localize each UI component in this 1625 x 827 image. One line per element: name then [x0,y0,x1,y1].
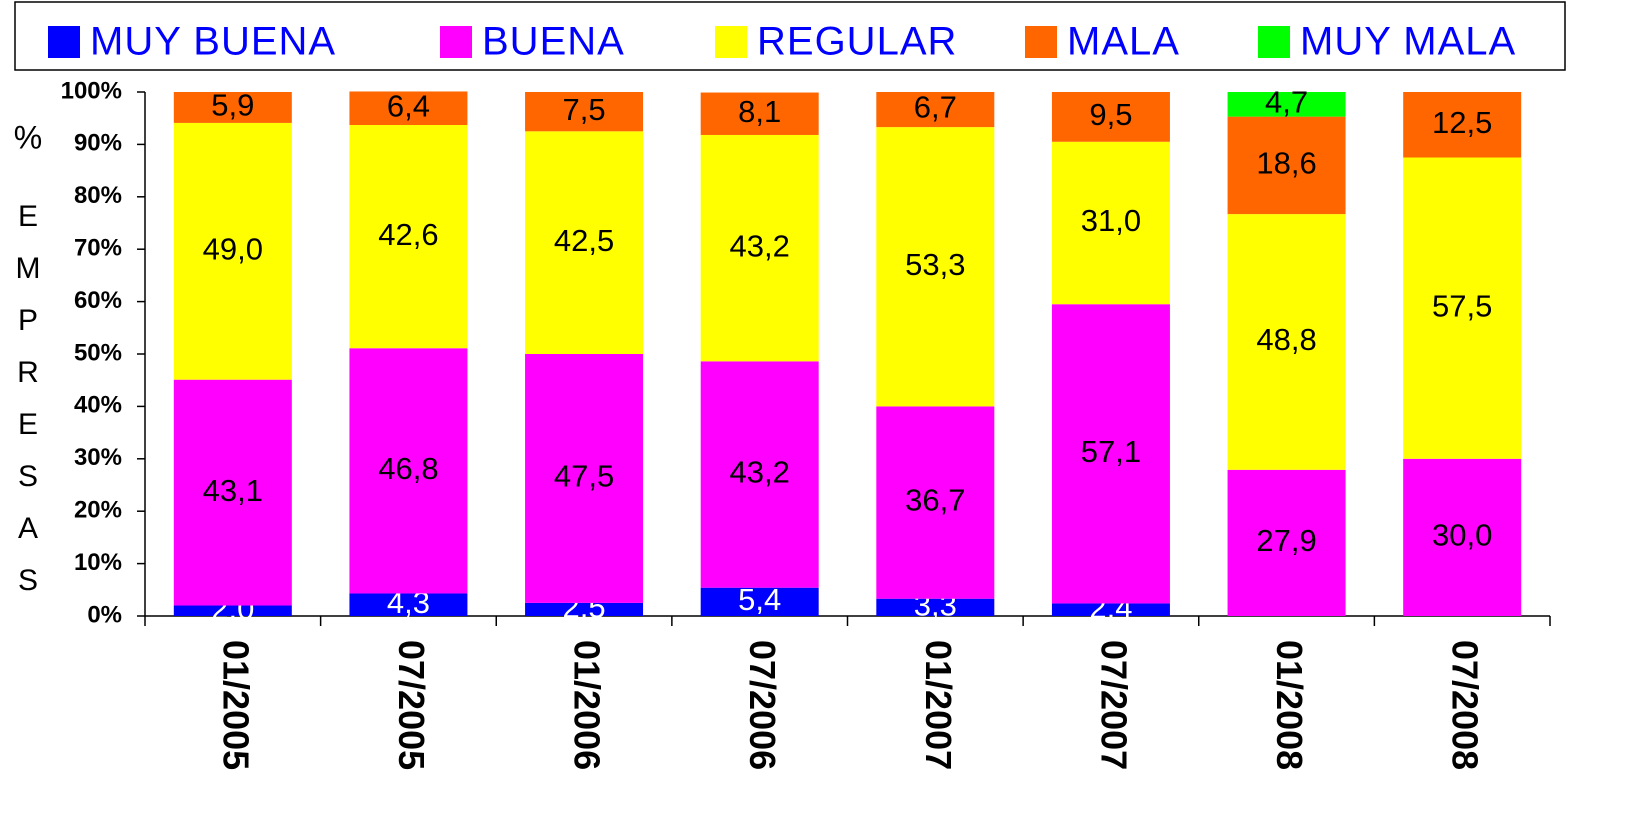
bar-segment [876,127,995,407]
data-label: 43,2 [730,228,790,263]
legend-box [14,1,1566,71]
bar-segment [1403,157,1522,459]
data-label: 6,4 [387,88,430,123]
bar-segment [700,361,819,588]
bar-segment [525,131,644,354]
data-label: 42,5 [554,223,614,258]
data-label: 57,5 [1432,288,1492,323]
legend-swatch [1025,26,1057,58]
bar-segment [700,587,819,616]
legend-swatch [48,26,80,58]
x-tick-label: 07/2007 [1093,640,1134,770]
data-label: 48,8 [1256,322,1316,357]
data-label: 12,5 [1432,105,1492,140]
data-label: 5,4 [738,582,781,617]
bar-segment [173,92,292,123]
data-label: 6,7 [914,90,957,125]
bar-segment [1051,304,1170,604]
bar-segment [1403,92,1522,158]
data-label: 57,1 [1081,434,1141,469]
legend-label: REGULAR [757,20,957,64]
data-label: 31,0 [1081,203,1141,238]
bar-segment [349,91,468,126]
data-label: 49,0 [203,231,263,266]
data-label: 5,9 [211,88,254,123]
bar-segment [876,598,995,616]
data-label: 36,7 [905,483,965,518]
bar-segment [1227,469,1346,616]
bar-segment [525,92,644,132]
bar-segment [173,122,292,380]
x-tick-label: 01/2006 [567,640,608,770]
y-tick-label: 50% [74,339,122,366]
data-label: 7,5 [563,92,606,127]
legend-label: MUY MALA [1300,20,1516,64]
bar-segment [173,605,292,616]
data-label: 18,6 [1256,146,1316,181]
data-label: 30,0 [1432,518,1492,553]
y-tick-label: 90% [74,130,122,157]
bar-segment [1227,116,1346,215]
data-label: 9,5 [1089,97,1132,132]
bar-segment [173,379,292,606]
bar-segment [700,134,819,362]
bar-segment [1051,92,1170,142]
bar-segment [525,602,644,616]
bar-segment [349,125,468,349]
bar-segment [1051,141,1170,305]
bar-segment [349,348,468,594]
bar-segment [876,92,995,128]
data-label: 42,6 [378,217,438,252]
data-label: 27,9 [1256,523,1316,558]
data-label: 43,2 [730,455,790,490]
bar-segment [1227,214,1346,470]
y-tick-label: 70% [74,235,122,262]
bar-segment [525,354,644,603]
y-tick-label: 30% [74,444,122,471]
legend-label: MUY BUENA [90,20,336,64]
legend-swatch [715,26,747,58]
x-tick-label: 07/2005 [391,640,432,770]
x-tick-label: 01/2005 [215,640,256,770]
data-label: 4,7 [1265,85,1308,120]
x-tick-label: 01/2007 [918,640,959,770]
x-tick-label: 07/2006 [742,640,783,770]
y-tick-label: 40% [74,392,122,419]
legend-label: BUENA [482,20,625,64]
data-label: 47,5 [554,459,614,494]
y-tick-label: 0% [87,601,122,628]
data-label: 43,1 [203,473,263,508]
data-label: 53,3 [905,247,965,282]
y-tick-label: 100% [61,77,122,104]
legend-swatch [440,26,472,58]
data-label: 46,8 [378,451,438,486]
y-axis-unit: % [14,119,42,155]
y-tick-label: 60% [74,287,122,314]
y-tick-label: 80% [74,182,122,209]
y-tick-label: 10% [74,549,122,576]
x-tick-label: 07/2008 [1445,640,1486,770]
legend-label: MALA [1067,20,1180,64]
bar-segment [876,406,995,599]
legend-swatch [1258,26,1290,58]
bar-segment [700,92,819,135]
data-label: 8,1 [738,94,781,129]
bar-segment [349,593,468,616]
bar-segment [1051,603,1170,616]
y-tick-label: 20% [74,497,122,524]
x-tick-label: 01/2008 [1269,640,1310,770]
bar-segment [1403,458,1522,616]
bar-segment [1227,92,1346,117]
